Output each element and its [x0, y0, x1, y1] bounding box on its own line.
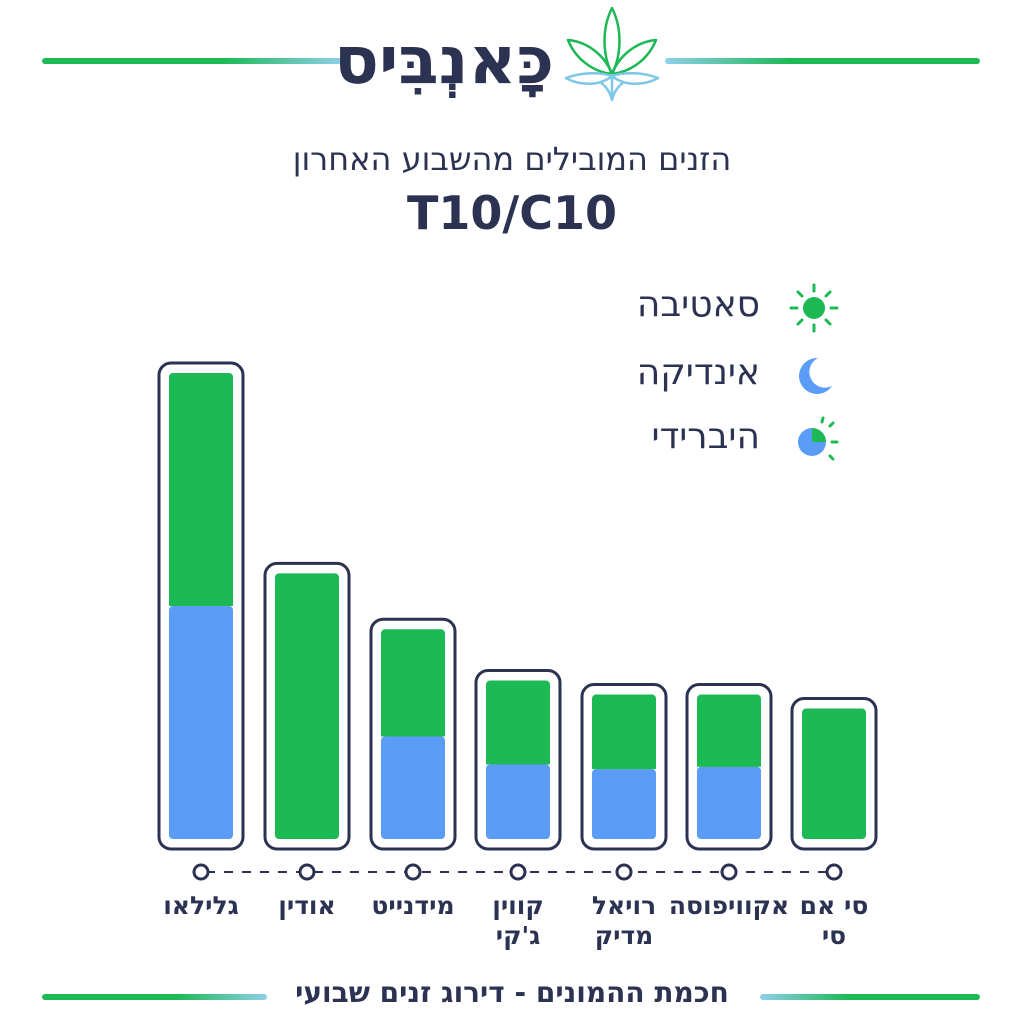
- category-marker: [192, 863, 210, 881]
- x-tick-label: סי אם: [800, 891, 869, 920]
- legend-item-hybrid: היברידי: [600, 414, 840, 464]
- bar-segment-indica: [486, 764, 550, 839]
- bar-segment-sativa: [802, 708, 866, 839]
- legend-label: אינדיקה: [636, 352, 760, 393]
- top-divider-right: [665, 58, 980, 64]
- x-tick-label: גלילאו: [163, 891, 239, 920]
- bar-segment-sativa: [169, 373, 233, 606]
- bar-segment-indica: [381, 736, 445, 839]
- bar-segment-indica: [592, 769, 656, 839]
- category-marker: [509, 863, 527, 881]
- sun-icon: [789, 283, 839, 333]
- category-marker: [825, 863, 843, 881]
- category-marker: [298, 863, 316, 881]
- bar-segment-sativa: [381, 629, 445, 737]
- x-tick-label: אודין: [278, 891, 335, 920]
- x-tick-label: סי: [822, 921, 846, 950]
- bar-segment-sativa-join: [697, 762, 761, 767]
- cannabis-leaf-icon: [564, 6, 660, 102]
- bar-segment-sativa-join: [486, 760, 550, 765]
- bar-segment-sativa: [592, 694, 656, 770]
- top-divider-left: [42, 58, 342, 64]
- bar-segment-sativa: [697, 694, 761, 767]
- legend-label: היברידי: [651, 416, 760, 457]
- subtitle: הזנים המובילים מהשבוע האחרון: [292, 140, 732, 178]
- legend-item-sativa: סאטיבה: [600, 282, 840, 333]
- bar-segment-indica: [169, 606, 233, 839]
- brand-name: כָּאנְבִּיס: [334, 22, 554, 99]
- half-sun-moon-icon: [798, 416, 839, 461]
- x-tick-label: אקוויפוסה: [669, 891, 789, 920]
- x-tick-label: מדיק: [595, 921, 654, 950]
- category-marker: [615, 863, 633, 881]
- x-tick-label: קווין: [492, 891, 544, 920]
- bar-segment-sativa-join: [592, 765, 656, 770]
- category-marker: [404, 863, 422, 881]
- x-tick-label: רויאל: [592, 891, 656, 920]
- moon-icon: [799, 357, 832, 394]
- legend-item-indica: אינדיקה: [600, 350, 840, 400]
- x-tick-label: ג'קי: [496, 921, 541, 950]
- category-marker: [720, 863, 738, 881]
- legend-label: סאטיבה: [636, 284, 760, 325]
- bottom-divider-right: [760, 994, 980, 1000]
- footer-caption: חכמת ההמונים - דירוג זנים שבועי: [295, 976, 729, 1009]
- chart-code-title: T10/C10: [407, 186, 617, 240]
- bar-segment-sativa: [486, 680, 550, 765]
- bar-segment-sativa-join: [381, 732, 445, 737]
- bottom-divider-left: [42, 994, 267, 1000]
- bar-segment-sativa: [275, 573, 339, 839]
- x-tick-label: מידנייט: [371, 891, 454, 920]
- bar-segment-indica: [697, 766, 761, 839]
- bar-segment-sativa-join: [169, 602, 233, 606]
